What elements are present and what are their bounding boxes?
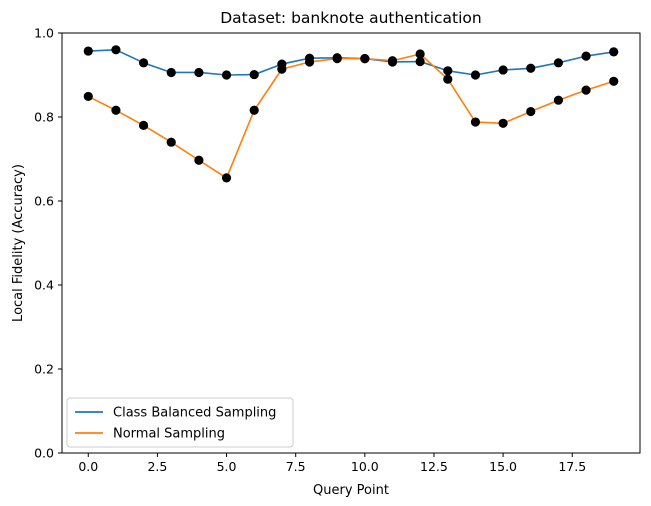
x-tick-label: 17.5 <box>558 459 586 474</box>
y-tick-label: 0.0 <box>34 446 54 461</box>
chart-title: Dataset: banknote authentication <box>220 9 482 27</box>
data-point-series-2 <box>194 155 204 165</box>
y-tick-label: 0.6 <box>34 194 54 209</box>
data-point-series-2 <box>553 95 564 105</box>
y-tick-label: 0.8 <box>34 110 54 125</box>
data-point-series-1 <box>470 70 481 80</box>
data-point-series-2 <box>138 120 149 130</box>
data-point-series-2 <box>581 85 591 95</box>
y-tick-label: 0.4 <box>34 278 54 293</box>
plot-frame <box>61 32 641 454</box>
data-point-series-2 <box>387 56 398 66</box>
y-axis-label: Local Fidelity (Accuracy) <box>11 164 26 322</box>
data-point-series-1 <box>221 70 232 80</box>
data-point-series-1 <box>443 66 453 76</box>
data-point-series-2 <box>415 49 425 59</box>
data-point-series-1 <box>526 63 536 73</box>
data-point-series-2 <box>111 105 121 115</box>
x-tick-label: 0.0 <box>78 459 98 474</box>
data-point-series-1 <box>553 58 564 68</box>
legend: Class Balanced Sampling Normal Sampling <box>66 397 294 448</box>
x-axis-label: Query Point <box>313 483 389 498</box>
data-point-series-2 <box>443 74 453 84</box>
data-point-series-1 <box>609 47 619 57</box>
data-point-series-2 <box>277 64 287 74</box>
data-point-series-1 <box>415 56 425 67</box>
data-point-series-1 <box>249 69 259 80</box>
legend-label-2: Normal Sampling <box>113 427 225 442</box>
data-point-series-2 <box>360 54 370 64</box>
y-tick-label: 1.0 <box>34 26 54 41</box>
data-point-series-2 <box>83 91 93 102</box>
data-point-series-2 <box>470 117 481 127</box>
y-tick-label: 0.2 <box>34 362 54 377</box>
data-point-series-1 <box>166 67 176 78</box>
x-axis: 0.0 2.5 5.0 7.5 10.0 12.5 15.0 17.5 <box>78 453 586 474</box>
data-point-series-1 <box>194 67 204 78</box>
data-point-series-2 <box>498 118 508 128</box>
data-point-series-2 <box>609 76 619 86</box>
x-tick-label: 5.0 <box>217 459 237 474</box>
x-tick-label: 7.5 <box>286 459 306 474</box>
x-tick-label: 15.0 <box>489 459 517 474</box>
plot-area <box>83 45 619 183</box>
data-point-series-2 <box>221 173 232 183</box>
x-tick-label: 12.5 <box>420 459 448 474</box>
data-point-series-1 <box>581 51 591 61</box>
data-point-series-2 <box>166 137 176 147</box>
x-tick-label: 10.0 <box>351 459 379 474</box>
data-point-series-2 <box>249 105 259 115</box>
data-point-series-1 <box>83 46 93 56</box>
legend-box <box>66 397 294 448</box>
data-point-series-1 <box>138 58 149 68</box>
y-axis: 0.0 0.2 0.4 0.6 0.8 1.0 <box>34 26 62 461</box>
data-point-series-1 <box>111 45 121 55</box>
data-point-series-2 <box>526 106 536 117</box>
series-line-2 <box>87 53 614 179</box>
data-point-series-2 <box>332 54 342 64</box>
data-point-series-2 <box>304 57 315 67</box>
data-point-series-1 <box>498 65 508 75</box>
x-tick-label: 2.5 <box>147 459 167 474</box>
legend-label-1: Class Balanced Sampling <box>113 406 276 421</box>
